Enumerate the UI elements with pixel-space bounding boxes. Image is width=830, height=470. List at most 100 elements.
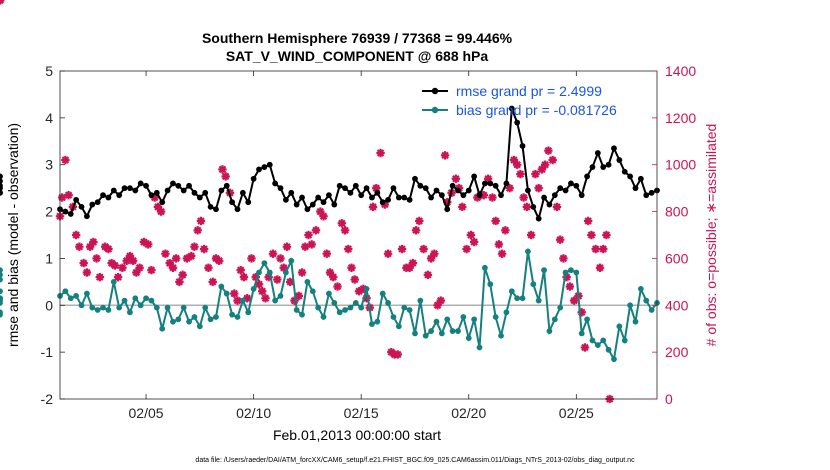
chart-title: Southern Hemisphere 76939 / 77368 = 99.4…: [202, 30, 513, 46]
count-marker: [451, 174, 461, 183]
bias-point: [94, 307, 101, 313]
count-marker: [419, 244, 428, 254]
count-marker: [591, 244, 600, 254]
bias-point: [67, 295, 74, 302]
rmse-point: [395, 194, 402, 201]
count-marker: [95, 272, 105, 282]
count-marker: [462, 244, 471, 254]
count-marker: [526, 230, 536, 240]
count-marker: [583, 216, 593, 226]
count-marker: [175, 277, 184, 287]
rmse-point: [191, 189, 198, 196]
bias-point: [584, 316, 590, 323]
bias-point: [578, 330, 585, 337]
count-marker: [501, 226, 510, 235]
count-marker: [376, 148, 385, 158]
rmse-point: [137, 180, 144, 187]
plot-frame: [59, 70, 658, 400]
bias-point: [196, 323, 203, 330]
rmse-point: [541, 194, 547, 201]
count-marker: [329, 272, 338, 282]
bias-point: [573, 269, 580, 276]
rmse-point: [132, 187, 139, 194]
bias-point: [433, 318, 440, 325]
count-marker: [531, 169, 540, 179]
bias-point: [487, 281, 494, 288]
count-marker: [118, 263, 127, 272]
bias-point: [643, 297, 650, 304]
bias-point: [261, 260, 268, 267]
rmse-point: [637, 175, 644, 182]
bias-point: [132, 295, 139, 302]
bias-point: [514, 295, 521, 302]
count-marker: [239, 272, 249, 282]
bias-point: [438, 330, 445, 337]
rmse-point: [105, 194, 112, 201]
bias-point: [605, 346, 612, 353]
bias-point: [363, 285, 370, 292]
count-marker: [497, 249, 507, 258]
bias-point: [406, 307, 413, 313]
bias-point: [412, 330, 418, 337]
count-marker: [519, 193, 528, 202]
x-tick-label: 02/20: [451, 405, 486, 421]
rmse-point: [100, 192, 106, 199]
rmse-point: [605, 161, 612, 168]
count-marker: [540, 160, 550, 169]
count-marker: [552, 202, 562, 212]
bias-point: [0, 276, 3, 283]
count-marker: [368, 202, 378, 212]
bias-point: [342, 307, 348, 313]
rmse-point: [0, 178, 3, 185]
y-axis-label: rmse and bias (model - observation): [5, 123, 21, 347]
count-marker: [344, 244, 353, 254]
bias-point: [551, 316, 558, 323]
bias-point: [379, 290, 386, 297]
rmse-point: [401, 194, 408, 201]
rmse-point: [422, 185, 429, 192]
y2-tick-label: 400: [665, 297, 689, 313]
bias-point: [632, 318, 639, 325]
x-tick-label: 02/05: [129, 405, 164, 421]
bias-point: [476, 344, 483, 351]
count-marker: [144, 240, 153, 249]
rmse-point: [196, 194, 203, 201]
bias-point: [541, 267, 547, 274]
bias-point: [127, 309, 133, 316]
count-marker: [397, 244, 407, 254]
bias-point: [282, 269, 289, 276]
count-marker: [430, 249, 439, 258]
bias-point: [164, 304, 171, 311]
count-marker: [168, 263, 178, 272]
rmse-point: [256, 166, 262, 173]
bias-point: [347, 304, 354, 311]
bias-point: [422, 332, 429, 339]
rmse-point: [272, 180, 279, 187]
bias-point: [0, 295, 3, 302]
bias-point: [218, 283, 225, 290]
bias-point: [385, 300, 391, 306]
count-marker: [311, 226, 321, 235]
count-marker: [587, 230, 596, 240]
count-marker: [440, 151, 450, 160]
count-marker: [110, 261, 120, 270]
count-marker: [423, 270, 433, 280]
rmse-point: [159, 199, 166, 206]
rmse-point: [83, 213, 90, 220]
bias-point: [498, 332, 504, 339]
rmse-point: [94, 199, 101, 206]
count-marker: [208, 277, 217, 287]
bias-point: [519, 295, 526, 302]
count-marker: [565, 282, 575, 291]
bias-point: [315, 304, 322, 311]
bias-point: [336, 309, 343, 316]
rmse-point: [643, 192, 650, 199]
count-marker: [436, 296, 445, 305]
rmse-point: [374, 189, 381, 196]
bias-point: [352, 300, 359, 306]
bias-point: [594, 342, 601, 349]
rmse-point: [315, 194, 322, 201]
y2-tick-label: 800: [665, 204, 689, 220]
count-marker: [505, 183, 514, 193]
bias-point: [186, 318, 192, 325]
